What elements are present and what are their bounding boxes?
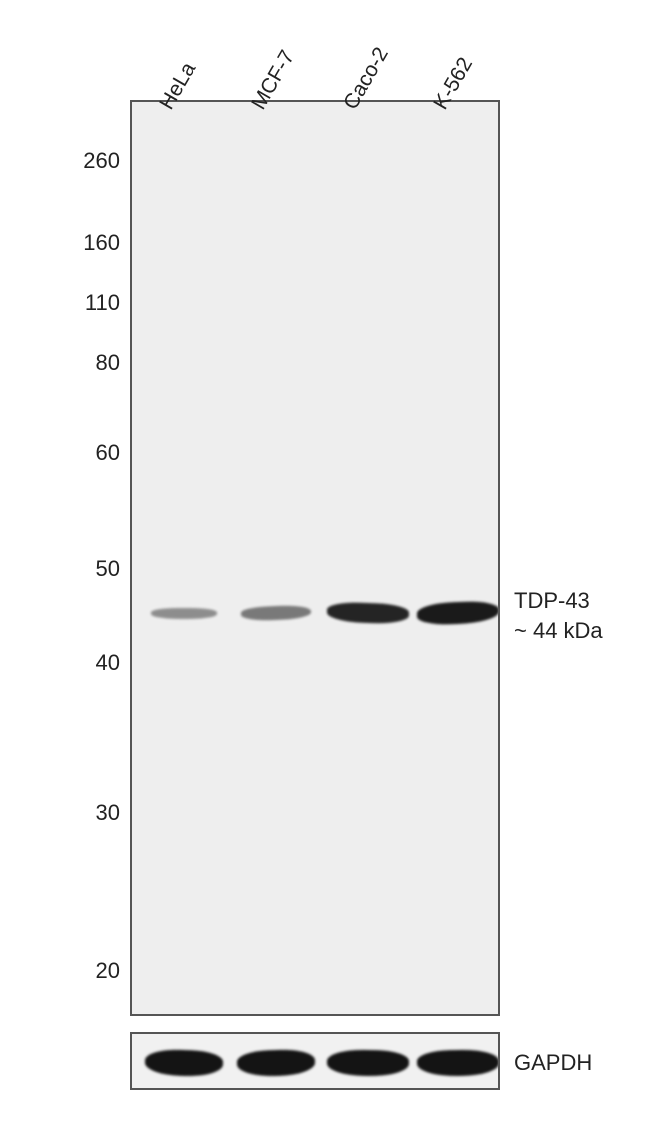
- protein-band: [241, 604, 311, 622]
- gapdh-label: GAPDH: [514, 1050, 592, 1076]
- gapdh-band: [327, 1049, 409, 1076]
- gapdh-band: [145, 1049, 223, 1078]
- gapdh-band: [417, 1049, 499, 1076]
- gapdh-band: [237, 1049, 315, 1078]
- mw-marker-label: 260: [72, 148, 120, 174]
- mw-marker-label: 40: [72, 650, 120, 676]
- mw-marker-label: 30: [72, 800, 120, 826]
- protein-band: [417, 601, 499, 626]
- mw-marker-label: 160: [72, 230, 120, 256]
- band-annotation: TDP-43: [514, 588, 590, 614]
- protein-band: [327, 602, 409, 625]
- mw-marker-label: 20: [72, 958, 120, 984]
- mw-marker-label: 110: [72, 290, 120, 316]
- mw-marker-label: 80: [72, 350, 120, 376]
- gapdh-blot-membrane: [130, 1032, 500, 1090]
- western-blot-figure: HeLaMCF-7Caco-2K-56226016011080605040302…: [0, 0, 650, 1134]
- mw-marker-label: 50: [72, 556, 120, 582]
- protein-band: [151, 608, 217, 619]
- mw-marker-label: 60: [72, 440, 120, 466]
- band-annotation: ~ 44 kDa: [514, 618, 603, 644]
- main-blot-membrane: [130, 100, 500, 1016]
